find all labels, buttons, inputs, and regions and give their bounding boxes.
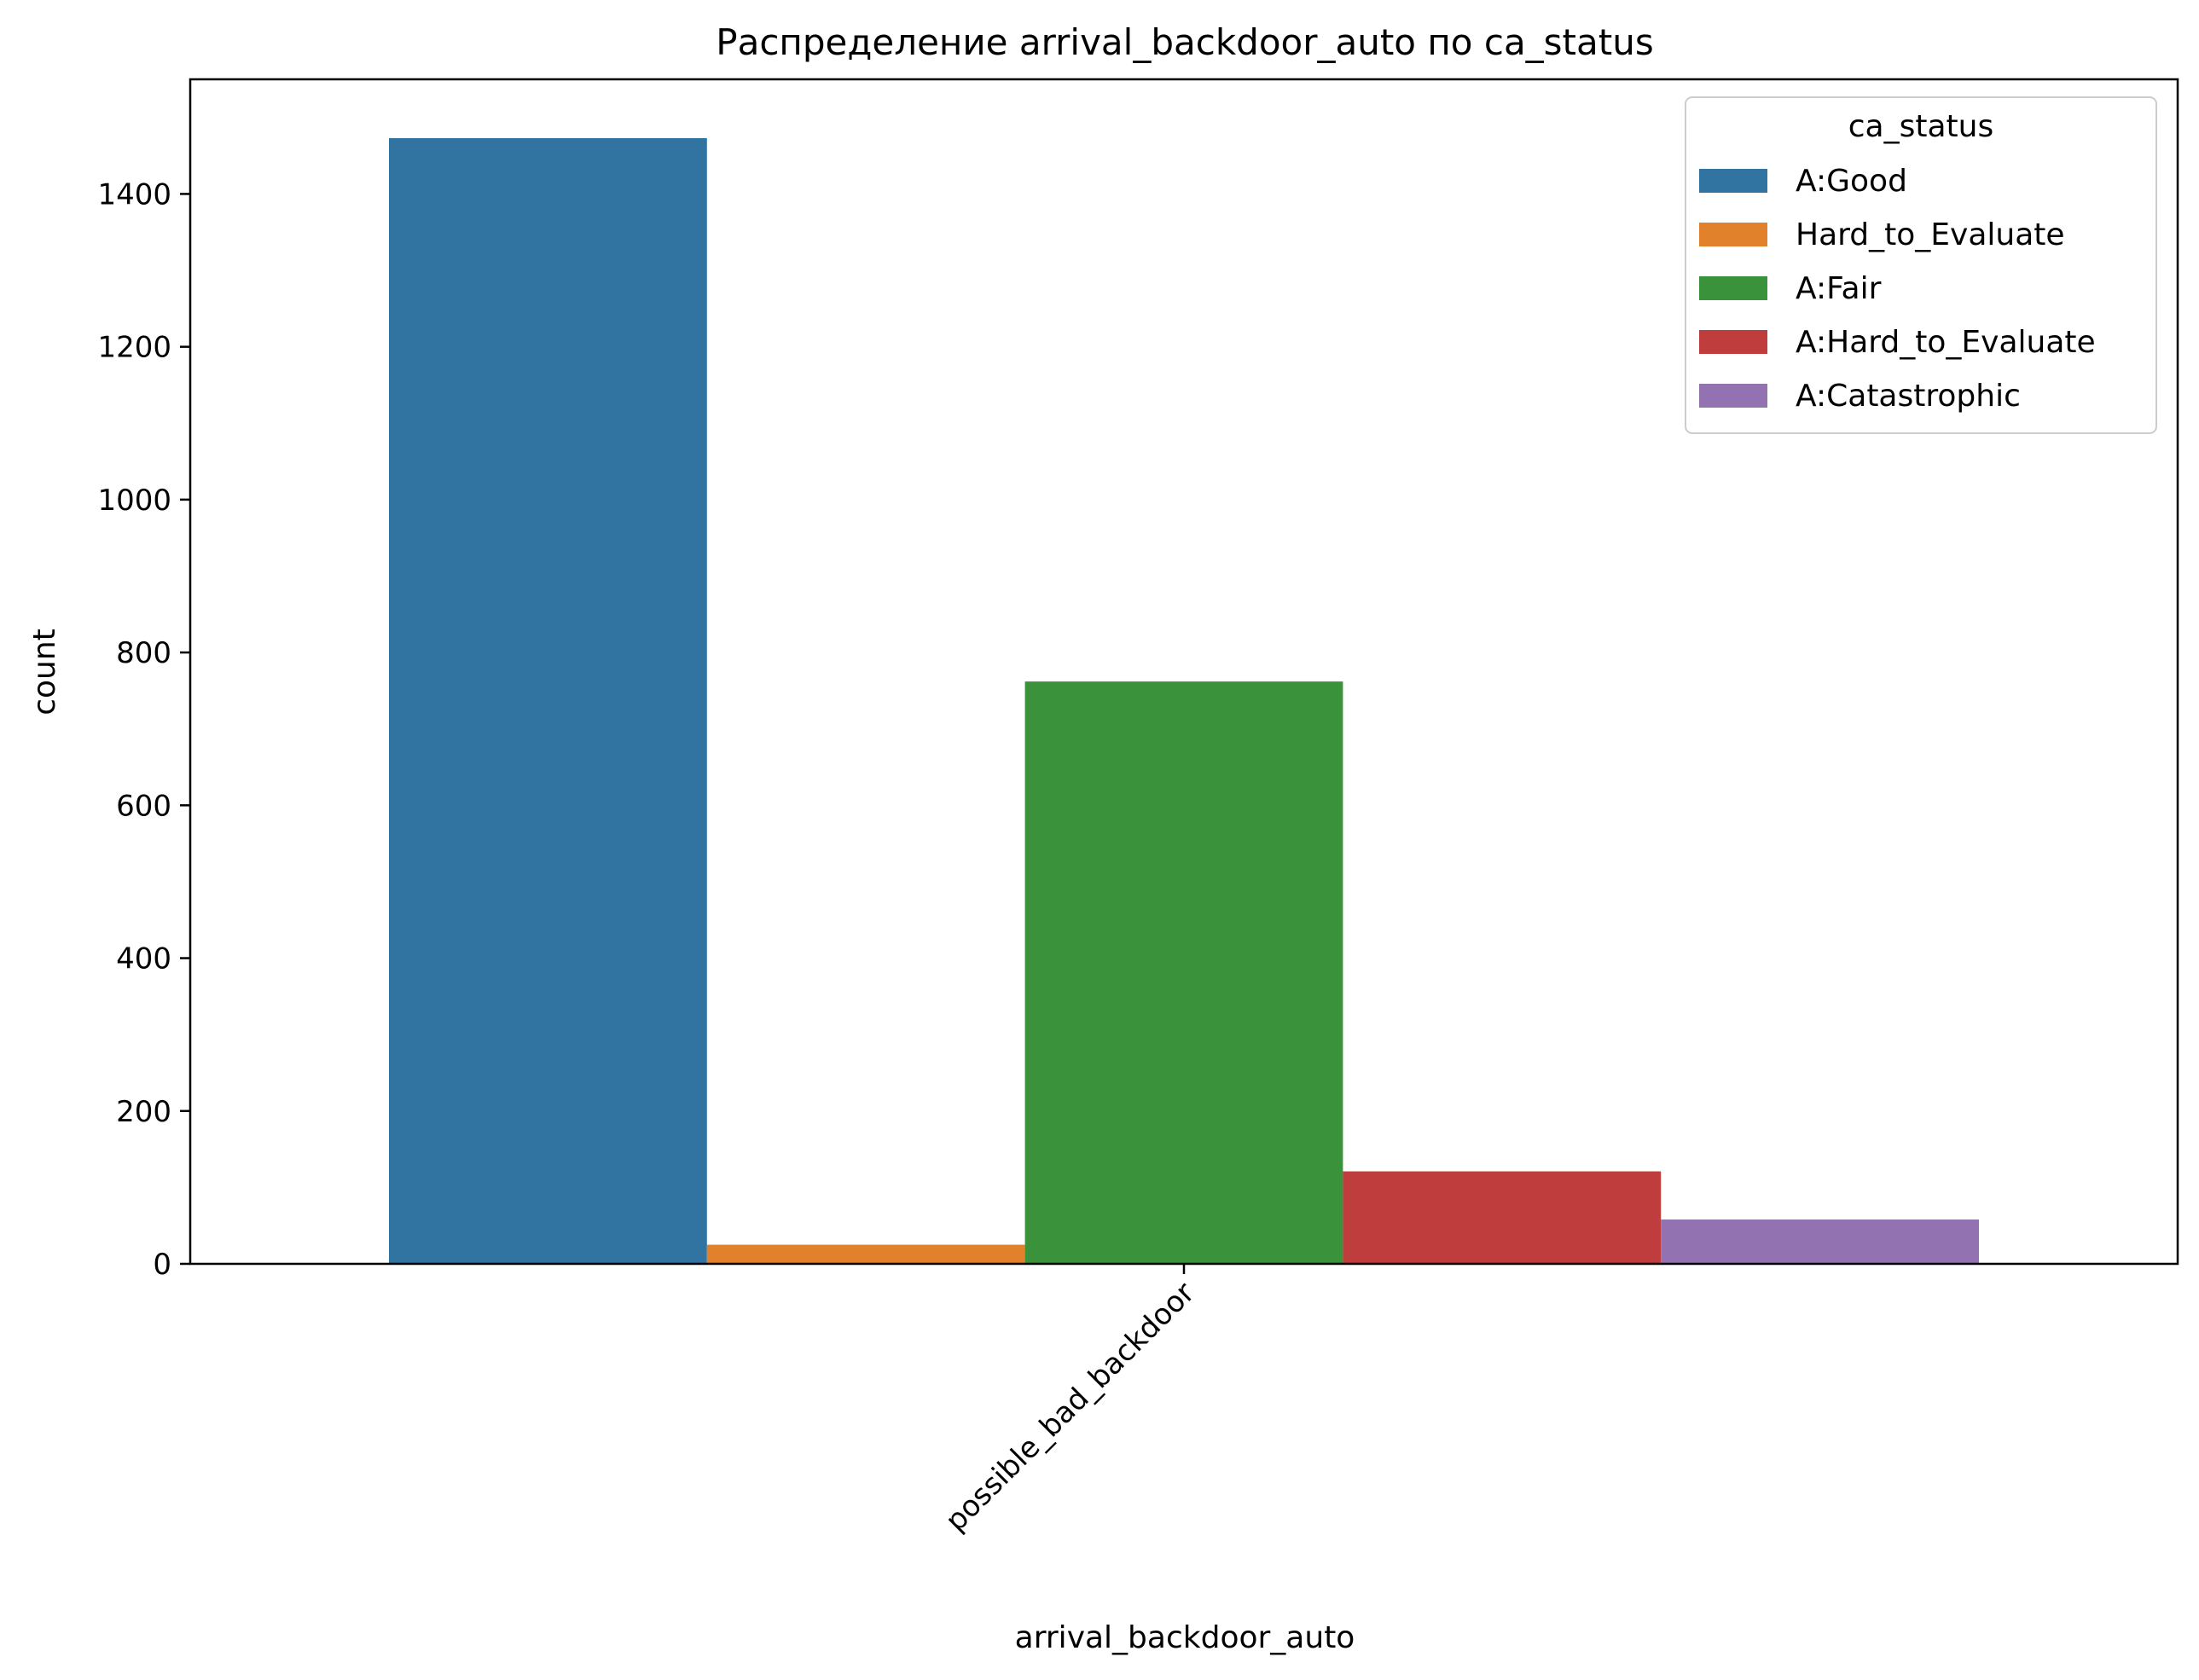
- legend-title: ca_status: [1848, 109, 1993, 144]
- legend-swatch: [1699, 223, 1767, 246]
- y-tick-label: 800: [116, 636, 171, 670]
- legend-swatch: [1699, 169, 1767, 193]
- bar-a-good: [389, 138, 707, 1264]
- legend-label: A:Catastrophic: [1796, 379, 2021, 414]
- plot-frame: [189, 78, 2179, 1266]
- y-tick-label: 1000: [97, 484, 171, 518]
- x-tick-label: possible_bad_backdoor: [939, 1276, 1202, 1538]
- y-tick-label: 0: [153, 1248, 171, 1282]
- legend-label: A:Hard_to_Evaluate: [1796, 325, 2096, 360]
- legend-items: A:Good Hard_to_Evaluate A:Fair A:Hard_to_Ev…: [1699, 164, 2096, 414]
- bar-a-hard-to-evaluate: [1343, 1171, 1662, 1264]
- legend-label: Hard_to_Evaluate: [1796, 217, 2065, 252]
- legend-swatch: [1699, 384, 1767, 408]
- bar-a-catastrophic: [1661, 1219, 1979, 1264]
- bar-hard-to-evaluate: [706, 1244, 1025, 1264]
- y-tick-label: 400: [116, 942, 171, 976]
- legend-swatch: [1699, 276, 1767, 300]
- y-tick-label: 1400: [97, 177, 171, 211]
- y-tick-label: 200: [116, 1095, 171, 1129]
- chart-title: Распределение arrival_backdoor_auto по c…: [716, 21, 1654, 63]
- bars-group: [389, 138, 1979, 1264]
- legend-label: A:Good: [1796, 164, 1907, 199]
- legend: ca_status A:GoodHard_to_EvaluateA:FairA:…: [1685, 96, 2157, 434]
- y-tick-label: 600: [116, 789, 171, 823]
- legend-swatch: [1699, 330, 1767, 354]
- y-axis-label: count: [27, 629, 62, 715]
- y-ticks-group: 0 200 400 600 800 1000 1200 1400: [97, 177, 190, 1282]
- legend-label: A:Fair: [1796, 271, 1882, 306]
- legend-frame: [1685, 96, 2157, 434]
- x-axis-label: arrival_backdoor_auto: [1015, 1620, 1355, 1655]
- y-tick-label: 1200: [97, 331, 171, 365]
- bar-a-fair: [1024, 681, 1343, 1264]
- x-ticks-group: possible_bad_backdoor: [939, 1264, 1202, 1538]
